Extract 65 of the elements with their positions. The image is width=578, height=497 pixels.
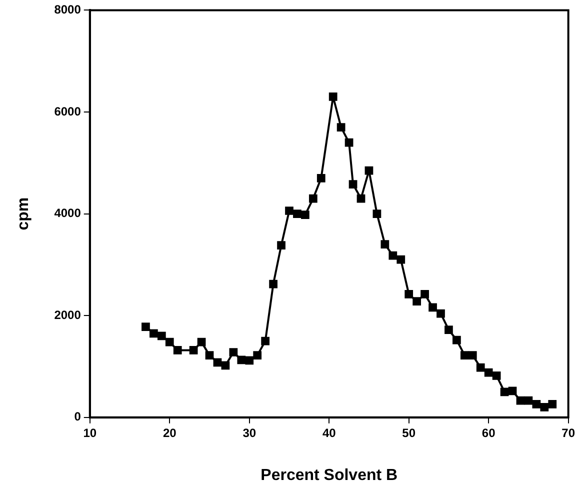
point [388, 251, 398, 260]
point [344, 138, 354, 147]
y-tick-label: 8000 [54, 2, 82, 17]
y-tick-label: 2000 [54, 308, 82, 322]
point [165, 338, 174, 346]
point [380, 240, 390, 249]
point [301, 210, 310, 219]
y-tick-label: 6000 [54, 104, 82, 118]
point [436, 309, 445, 318]
point [364, 166, 374, 175]
point [452, 336, 461, 344]
point [277, 241, 286, 250]
point [237, 356, 246, 364]
point [253, 351, 262, 360]
point [189, 346, 198, 354]
point [508, 386, 517, 396]
point [229, 348, 238, 356]
point [468, 351, 477, 360]
point [460, 351, 469, 360]
point [336, 123, 346, 132]
x-tick-label: 30 [242, 426, 256, 440]
point [293, 210, 302, 218]
point [524, 396, 533, 405]
point [328, 92, 338, 101]
point [516, 396, 525, 405]
x-tick-label: 20 [162, 426, 177, 440]
point [261, 336, 270, 346]
point [213, 358, 222, 367]
point [404, 290, 414, 298]
point [476, 363, 485, 372]
point [269, 280, 278, 288]
point [221, 361, 230, 370]
point [492, 371, 501, 380]
point [173, 346, 182, 354]
point [500, 388, 509, 396]
x-tick-label: 50 [402, 426, 416, 440]
point [444, 326, 453, 334]
point [150, 329, 158, 338]
point [484, 368, 493, 377]
point [412, 297, 422, 306]
x-tick-label: 40 [322, 426, 336, 440]
y-tick-label: 0 [74, 410, 82, 424]
point [308, 194, 318, 203]
point [348, 180, 358, 188]
point [142, 322, 150, 331]
x-tick-label: 60 [482, 426, 496, 440]
point [428, 303, 437, 312]
point [396, 255, 406, 264]
x-axis-title: Percent Solvent B [260, 466, 398, 484]
x-tick-label: 70 [562, 426, 576, 440]
point [285, 206, 294, 215]
point [197, 338, 206, 346]
y-tick-label: 4000 [54, 206, 82, 220]
point [205, 351, 214, 360]
x-tick-label: 10 [83, 426, 97, 440]
point [316, 174, 326, 182]
y-axis-title: cpm [15, 197, 32, 230]
point [356, 194, 366, 203]
point [372, 210, 382, 218]
point [540, 403, 549, 412]
point [157, 332, 166, 340]
point [420, 290, 429, 298]
point [245, 356, 254, 365]
point [548, 400, 557, 408]
point [532, 400, 541, 408]
